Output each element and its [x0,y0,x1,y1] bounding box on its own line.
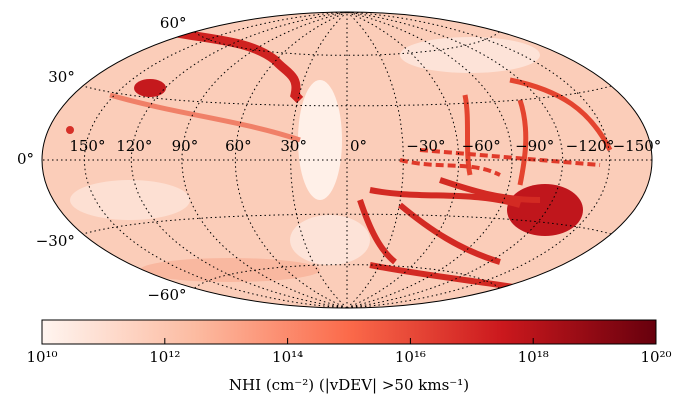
lon-tick-label: −120° [566,137,615,155]
lon-tick-label: −30° [406,137,445,155]
colorbar-tick-label: 10¹⁶ [395,348,426,366]
colorbar-tick-label: 10¹⁰ [26,348,57,366]
lat-tick-label: 30° [48,68,75,86]
lat-tick-label: −60° [147,286,186,304]
colorbar-label: NHI (cm⁻²) (|vDEV| >50 kms⁻¹) [229,376,469,394]
map-border [41,11,653,309]
lon-tick-label: −60° [462,137,501,155]
colorbar-tick-label: 10²⁰ [640,348,671,366]
lat-tick-label: 60° [160,14,187,32]
colorbar-tick-label: 10¹⁴ [272,348,303,366]
colorbar [41,319,657,345]
parallel [194,31,500,56]
lat-tick-label: 0° [17,150,34,168]
lon-tick-label: −150° [613,137,662,155]
colorbar-tick-label: 10¹⁸ [518,348,549,366]
lon-tick-label: 30° [280,137,307,155]
graticule [42,11,652,309]
sky-map [42,12,652,308]
colorbar-tick-label: 10¹² [149,348,180,366]
lon-tick-label: 60° [225,137,252,155]
lon-tick-label: −90° [515,137,554,155]
parallel [194,264,500,289]
lon-tick-label: 120° [116,137,152,155]
lat-tick-label: −30° [36,232,75,250]
meridian [346,11,611,309]
lon-tick-label: 150° [69,137,105,155]
lon-tick-label: 0° [350,137,367,155]
lon-tick-label: 90° [172,137,199,155]
